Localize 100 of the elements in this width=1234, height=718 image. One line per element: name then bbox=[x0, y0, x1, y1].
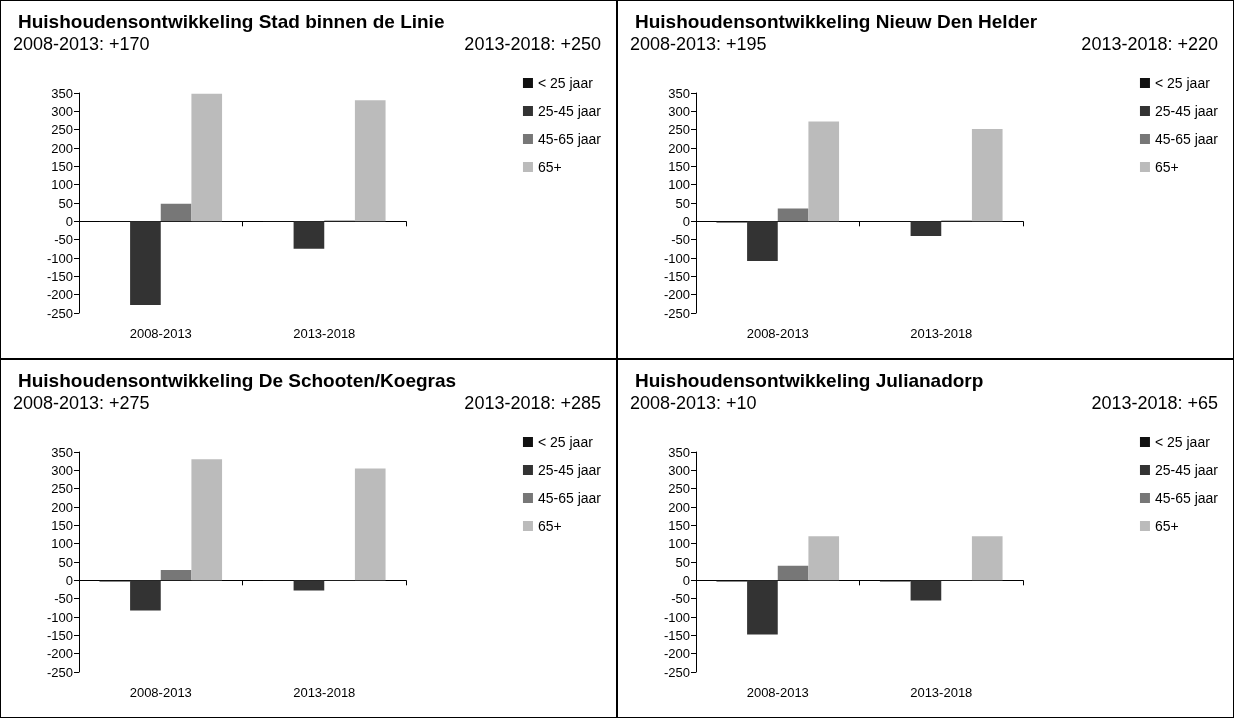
y-tick-label: -100 bbox=[663, 609, 690, 625]
x-tick-label: 2013-2018 bbox=[910, 326, 973, 341]
x-tick-label: 2008-2013 bbox=[746, 685, 809, 700]
y-tick-label: 100 bbox=[668, 536, 690, 552]
chart-title: Huishoudensontwikkeling Stad binnen de Linie bbox=[18, 11, 445, 32]
bar bbox=[971, 536, 1003, 581]
y-tick-label: 250 bbox=[51, 481, 73, 497]
chart-title: Huishoudensontwikkeling De Schooten/Koegras bbox=[18, 370, 457, 391]
legend-label: 65+ bbox=[1154, 518, 1179, 534]
bar bbox=[747, 580, 778, 635]
y-tick-label: 350 bbox=[51, 444, 73, 460]
bar bbox=[130, 221, 161, 305]
legend-label: 25-45 jaar bbox=[537, 462, 602, 478]
legend-label: 65+ bbox=[537, 518, 562, 534]
y-tick-label: 200 bbox=[51, 499, 73, 515]
x-tick-label: 2008-2013 bbox=[129, 685, 192, 700]
y-tick-label: 300 bbox=[668, 103, 690, 119]
legend-label: 45-65 jaar bbox=[537, 131, 602, 147]
y-tick-label: -50 bbox=[54, 232, 73, 248]
bar bbox=[354, 100, 386, 222]
bar bbox=[160, 570, 192, 581]
bar bbox=[293, 221, 325, 249]
legend-label: 45-65 jaar bbox=[1154, 131, 1219, 147]
legend-label: < 25 jaar bbox=[1154, 75, 1211, 91]
y-tick-label: -200 bbox=[46, 287, 73, 303]
y-tick-label: 300 bbox=[51, 462, 73, 478]
bar bbox=[191, 459, 223, 581]
legend-label: 25-45 jaar bbox=[537, 103, 602, 119]
y-tick-label: 150 bbox=[51, 158, 73, 174]
y-tick-label: 300 bbox=[668, 462, 690, 478]
y-tick-label: 150 bbox=[668, 517, 690, 533]
bar bbox=[354, 468, 386, 581]
y-tick-label: 100 bbox=[51, 536, 73, 552]
bar bbox=[191, 93, 223, 222]
y-tick-label: -200 bbox=[46, 646, 73, 662]
bar bbox=[971, 128, 1003, 222]
bar bbox=[910, 221, 942, 236]
y-tick-label: 150 bbox=[51, 517, 73, 533]
y-tick-label: 350 bbox=[668, 85, 690, 101]
y-tick-label: -100 bbox=[663, 250, 690, 266]
y-tick-label: 250 bbox=[668, 122, 690, 138]
text: 2008-2013: +195 bbox=[630, 34, 767, 54]
y-tick-label: -100 bbox=[46, 250, 73, 266]
x-tick-label: 2008-2013 bbox=[129, 326, 192, 341]
bar bbox=[777, 208, 809, 222]
y-tick-label: -200 bbox=[663, 287, 690, 303]
y-tick-label: -50 bbox=[671, 591, 690, 607]
x-tick-label: 2013-2018 bbox=[910, 685, 973, 700]
x-tick-label: 2013-2018 bbox=[293, 326, 356, 341]
legend-label: 45-65 jaar bbox=[537, 490, 602, 506]
y-tick-label: 250 bbox=[668, 481, 690, 497]
y-tick-label: -150 bbox=[663, 627, 690, 643]
x-tick-label: 2008-2013 bbox=[746, 326, 809, 341]
y-tick-label: 0 bbox=[682, 213, 690, 229]
text: 2008-2013: +10 bbox=[630, 393, 757, 413]
y-tick-label: 50 bbox=[675, 195, 690, 211]
bar bbox=[160, 203, 192, 222]
bar bbox=[747, 221, 778, 261]
text: 2008-2013: +275 bbox=[13, 393, 150, 413]
y-tick-label: 100 bbox=[668, 177, 690, 193]
text: 2013-2018: +220 bbox=[1081, 34, 1219, 54]
bar bbox=[130, 580, 161, 611]
y-tick-label: 50 bbox=[58, 195, 73, 211]
text: 2008-2013: +170 bbox=[13, 34, 150, 54]
y-tick-label: 350 bbox=[51, 85, 73, 101]
y-tick-label: 200 bbox=[51, 140, 73, 156]
y-tick-label: -250 bbox=[46, 664, 73, 680]
bar bbox=[293, 580, 325, 591]
legend-label: 25-45 jaar bbox=[1154, 103, 1219, 119]
y-tick-label: 200 bbox=[668, 499, 690, 515]
legend-label: < 25 jaar bbox=[537, 434, 594, 450]
y-tick-label: 150 bbox=[668, 158, 690, 174]
y-tick-label: 0 bbox=[682, 572, 690, 588]
legend-label: 45-65 jaar bbox=[1154, 490, 1219, 506]
legend-label: 25-45 jaar bbox=[1154, 462, 1219, 478]
y-tick-label: -200 bbox=[663, 646, 690, 662]
legend-label: 65+ bbox=[1154, 159, 1179, 175]
y-tick-label: -100 bbox=[46, 609, 73, 625]
y-tick-label: 0 bbox=[65, 572, 73, 588]
legend-label: 65+ bbox=[537, 159, 562, 175]
y-tick-label: -50 bbox=[54, 591, 73, 607]
y-tick-label: -250 bbox=[46, 305, 73, 321]
text: 2013-2018: +65 bbox=[1091, 393, 1219, 413]
y-tick-label: 200 bbox=[668, 140, 690, 156]
y-tick-label: 300 bbox=[51, 103, 73, 119]
chart-title: Huishoudensontwikkeling Julianadorp bbox=[635, 370, 984, 391]
y-tick-label: 250 bbox=[51, 122, 73, 138]
legend-label: < 25 jaar bbox=[1154, 434, 1211, 450]
chart-title: Huishoudensontwikkeling Nieuw Den Helder bbox=[635, 11, 1038, 32]
bar bbox=[808, 536, 840, 581]
y-tick-label: -250 bbox=[663, 664, 690, 680]
text: 2013-2018: +250 bbox=[464, 34, 602, 54]
y-tick-label: 50 bbox=[675, 554, 690, 570]
y-tick-label: -150 bbox=[46, 268, 73, 284]
text: 2013-2018: +285 bbox=[464, 393, 602, 413]
bar bbox=[777, 565, 809, 581]
y-tick-label: 0 bbox=[65, 213, 73, 229]
bar bbox=[808, 121, 840, 222]
legend-label: < 25 jaar bbox=[537, 75, 594, 91]
y-tick-label: -150 bbox=[46, 627, 73, 643]
